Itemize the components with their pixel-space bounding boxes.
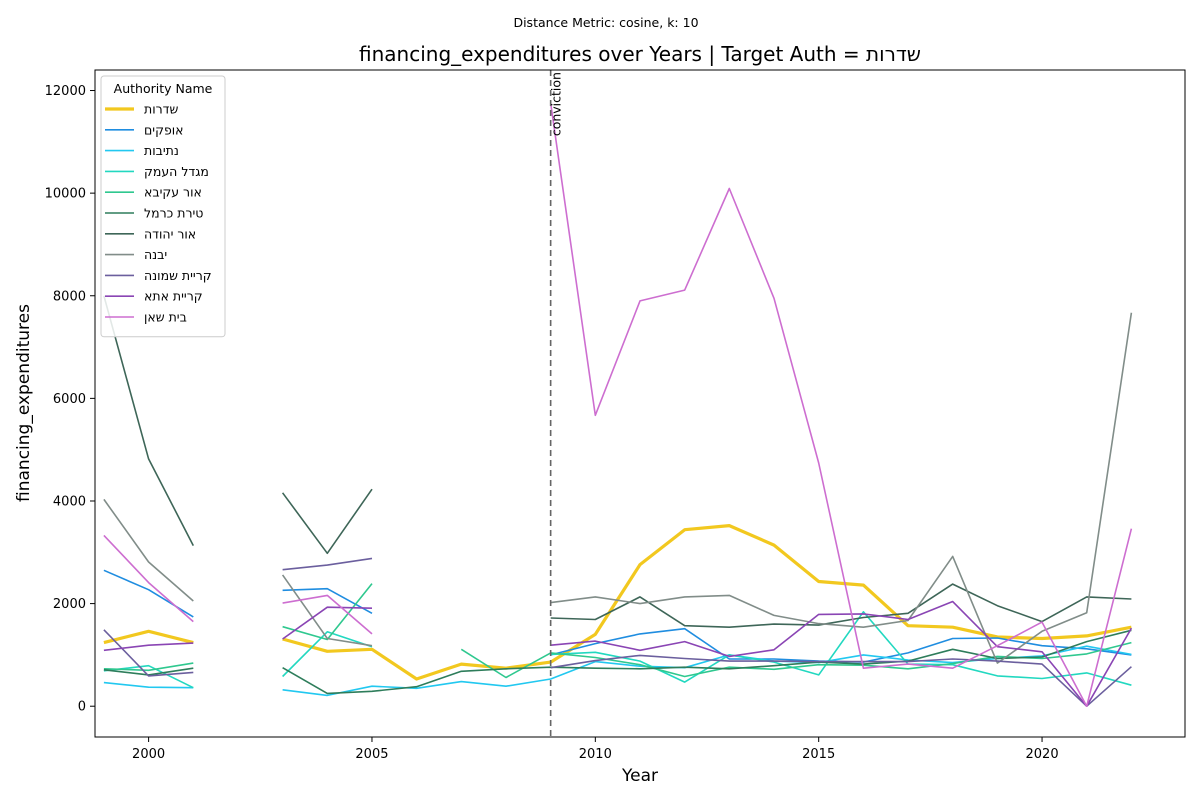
series-line	[550, 583, 1132, 629]
series-line	[282, 630, 373, 678]
legend-entry: אופקים	[144, 122, 184, 137]
series-line	[103, 662, 194, 672]
x-tick-label: 2015	[802, 747, 835, 762]
series-line	[281, 488, 373, 555]
series-line	[550, 312, 1133, 664]
series-9	[103, 600, 1133, 708]
series-line	[550, 600, 1133, 708]
series-line	[281, 574, 373, 647]
series-line	[549, 103, 1133, 708]
series-line	[103, 629, 194, 645]
legend-entry: נתיבות	[144, 143, 179, 158]
legend-entry: אור יהודה	[144, 226, 196, 241]
y-axis-label: financing_expenditures	[14, 304, 34, 502]
series-6	[103, 295, 1132, 629]
series-line	[282, 594, 373, 635]
legend: Authority Name שדרות אופקים נתיבות מגדל העמק…	[100, 75, 226, 338]
legend-entry: קריית שמונה	[144, 268, 212, 283]
x-tick-label: 2005	[355, 747, 388, 762]
series-line	[103, 295, 195, 546]
series-line	[103, 642, 194, 652]
series-line	[282, 523, 1132, 681]
series-line	[103, 534, 194, 623]
legend-box	[100, 75, 226, 338]
x-axis-label: Year	[621, 766, 658, 786]
plot-area: conviction	[103, 70, 1133, 737]
x-tick-label: 2000	[132, 747, 165, 762]
y-tick-label: 4000	[53, 494, 86, 509]
series-line	[282, 557, 373, 571]
chart-title: financing_expenditures over Years | Targ…	[359, 42, 921, 66]
y-tick-label: 12000	[45, 84, 86, 99]
legend-entry: שדרות	[144, 102, 179, 117]
y-tick-label: 8000	[53, 289, 86, 304]
series-line	[282, 587, 373, 615]
x-tick-label: 2020	[1026, 747, 1059, 762]
annotation-label: conviction	[549, 72, 564, 136]
series-3	[103, 610, 1132, 689]
chart-suptitle: Distance Metric: cosine, k: 10	[513, 15, 698, 30]
series-line	[103, 629, 194, 677]
series-line	[282, 629, 1132, 695]
legend-entry: טירת כרמל	[144, 206, 203, 221]
series-7	[103, 312, 1133, 664]
series-line	[282, 583, 373, 641]
legend-entry: קריית אתא	[144, 289, 203, 304]
series-line	[282, 645, 1132, 697]
series-0	[103, 523, 1132, 681]
x-tick-label: 2010	[579, 747, 612, 762]
legend-entry: יבנה	[144, 247, 167, 262]
y-tick-label: 2000	[53, 597, 86, 612]
series-8	[103, 557, 1132, 708]
series-2	[103, 645, 1132, 697]
legend-entry: מגדל העמק	[144, 164, 209, 179]
series-line	[103, 681, 194, 689]
series-line	[550, 610, 1132, 686]
series-line	[103, 498, 194, 602]
y-tick-label: 0	[78, 700, 86, 715]
plot-frame	[94, 69, 1186, 738]
series-10	[103, 103, 1133, 708]
y-tick-label: 10000	[45, 187, 86, 202]
series-line	[550, 654, 1132, 708]
legend-title: Authority Name	[114, 81, 213, 96]
series-line	[550, 627, 1132, 663]
legend-entry: אור עקיבא	[144, 185, 202, 200]
axes: 2000 2005 2010 2015 2020 0 2000 4000 6000 8000 100…	[45, 84, 1059, 762]
legend-entry: בית שאן	[144, 310, 187, 325]
series-line	[282, 606, 373, 640]
y-tick-label: 6000	[53, 392, 86, 407]
